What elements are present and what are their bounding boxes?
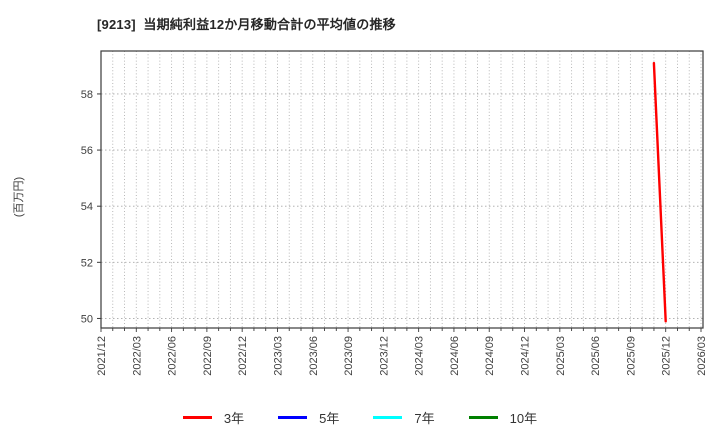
- tick-labels: 50 52 54 56 58 2021/12 2022/03 2022/06 2022/09 20…: [81, 89, 708, 376]
- x-tick-label: 2021/12: [96, 336, 108, 376]
- legend-item-7y: 7年: [373, 408, 435, 427]
- x-tick-label: 2025/03: [555, 336, 567, 376]
- x-tick-label: 2024/06: [449, 336, 461, 376]
- x-tick-label: 2023/03: [272, 336, 284, 376]
- x-tick-label: 2025/09: [625, 336, 637, 376]
- y-tick-label: 52: [81, 257, 93, 269]
- legend-item-5y: 5年: [278, 408, 339, 427]
- legend-label-5y: 5年: [319, 410, 340, 426]
- y-tick-label: 58: [81, 89, 93, 101]
- x-tick-label: 2025/12: [661, 336, 673, 376]
- x-tick-label: 2022/09: [202, 336, 214, 376]
- x-tick-label: 2024/09: [484, 336, 496, 376]
- x-tick-label: 2022/12: [237, 336, 249, 376]
- y-tick-label: 56: [81, 145, 93, 157]
- gridlines: [101, 51, 703, 328]
- plot-border: [100, 50, 704, 329]
- data-series: [652, 61, 667, 323]
- legend-line-7y-icon: [373, 415, 403, 419]
- y-tick-label: 54: [81, 201, 93, 213]
- y-axis-label: (百万円): [13, 177, 25, 217]
- legend: 3年 5年 7年 10年: [0, 404, 720, 430]
- axis-ticks: [97, 93, 702, 332]
- legend-line-10y-icon: [468, 415, 498, 419]
- legend-label-7y: 7年: [414, 410, 435, 426]
- x-tick-label: 2025/06: [590, 336, 602, 376]
- x-tick-label: 2022/06: [167, 336, 179, 376]
- x-tick-label: 2024/12: [520, 336, 532, 376]
- legend-line-5y-icon: [278, 415, 308, 419]
- legend-label-3y: 3年: [223, 410, 245, 426]
- x-tick-label: 2023/09: [343, 336, 355, 376]
- chart-title: [9213] 当期純利益12か月移動合計の平均値の推移: [97, 17, 396, 32]
- legend-label-10y: 10年: [509, 410, 538, 426]
- x-tick-label: 2023/12: [378, 336, 390, 376]
- legend-item-3y: 3年: [182, 408, 245, 427]
- x-tick-label: 2026/03: [696, 336, 708, 376]
- series-line-3年: [652, 61, 667, 323]
- legend-item-10y: 10年: [468, 408, 538, 427]
- y-tick-label: 50: [81, 313, 93, 325]
- x-tick-label: 2024/03: [414, 336, 426, 376]
- x-tick-label: 2023/06: [308, 336, 320, 376]
- x-tick-label: 2022/03: [131, 336, 143, 376]
- legend-line-3y-icon: [182, 415, 212, 419]
